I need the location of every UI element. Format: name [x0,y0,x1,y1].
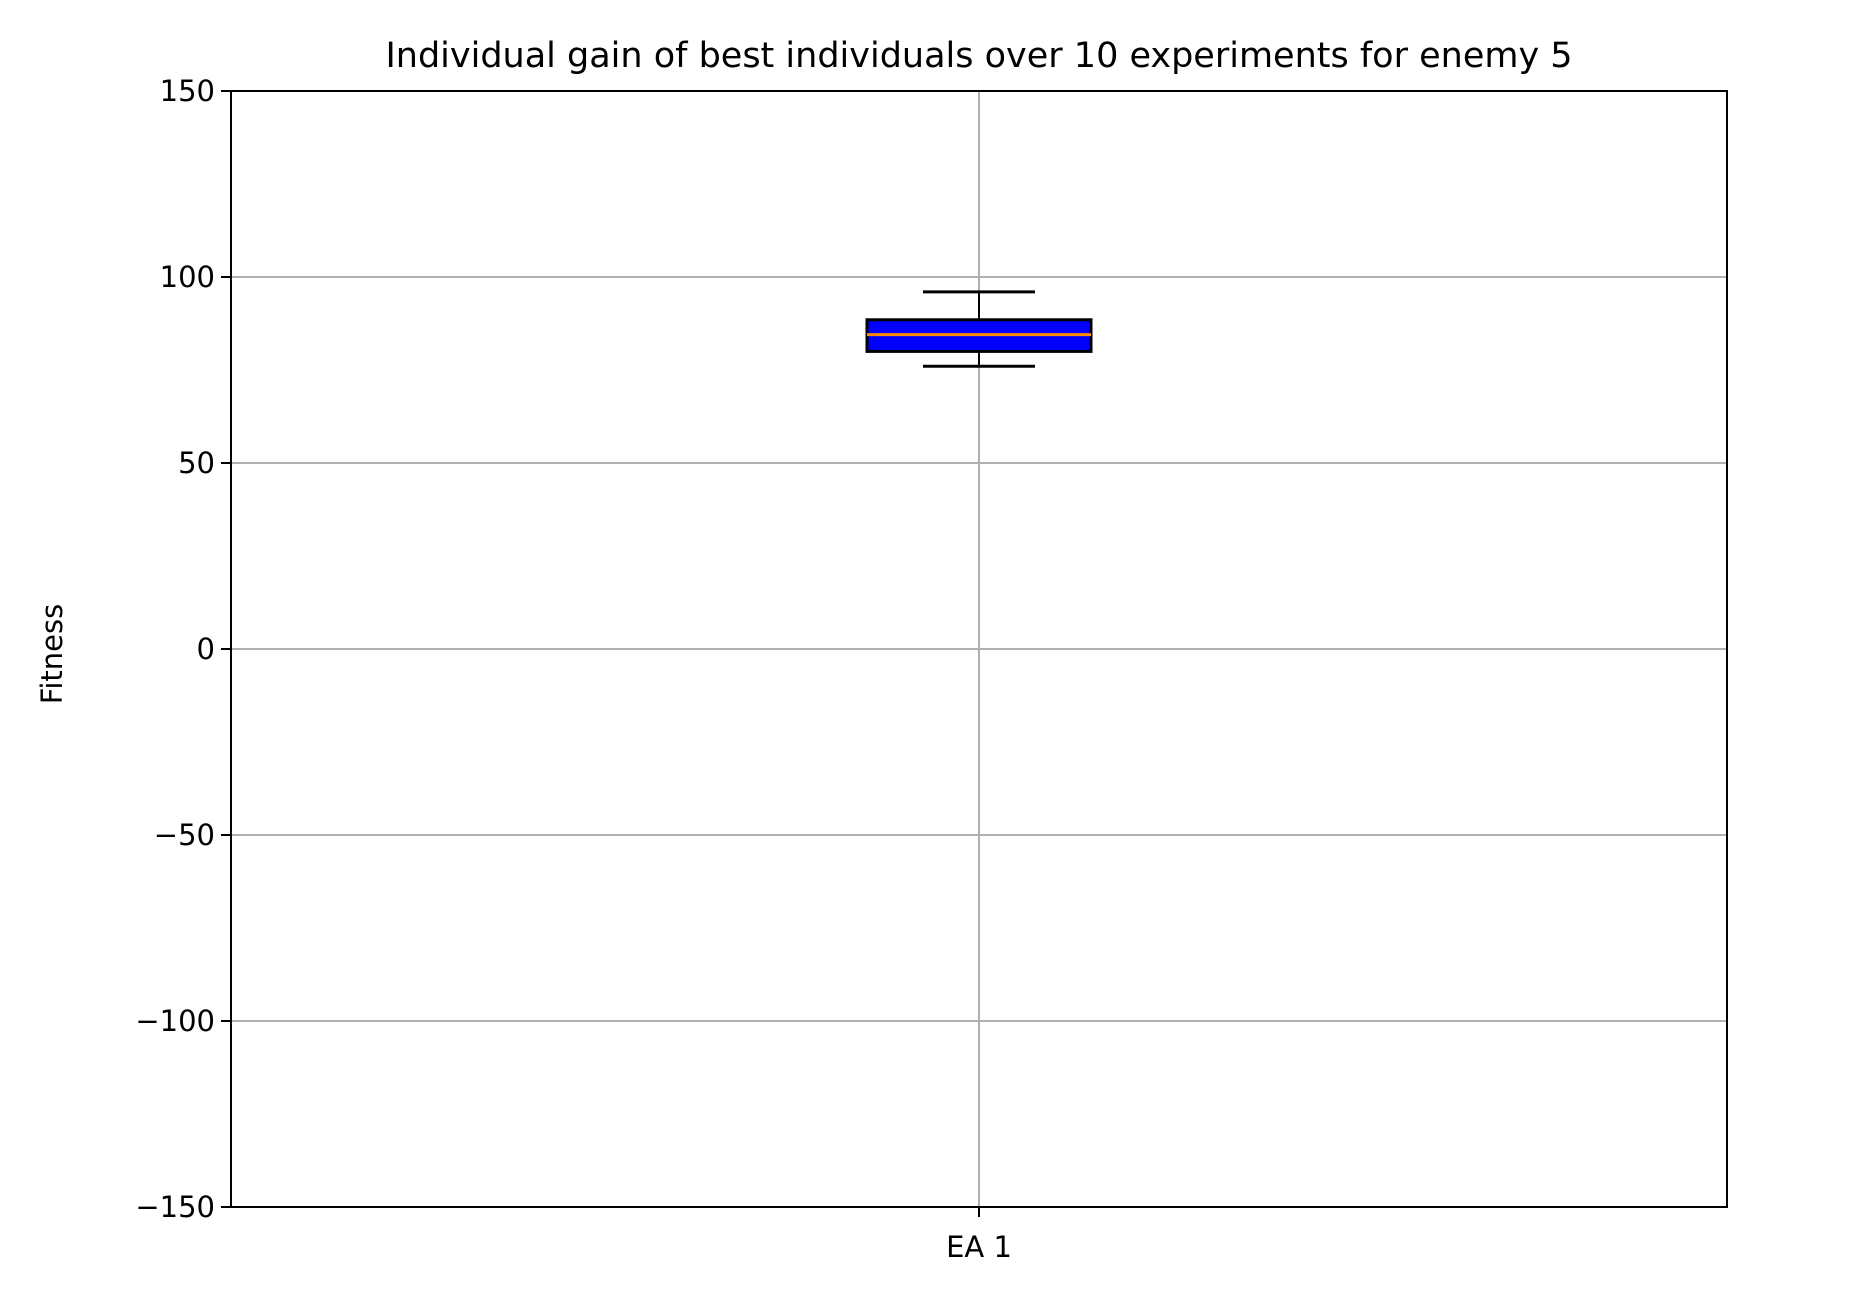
y-tick-label: 100 [160,260,215,294]
y-tick-label: −150 [135,1190,215,1224]
y-tick-label: 150 [160,74,215,108]
y-tick-label: −50 [154,818,215,852]
y-tick-label: −100 [135,1004,215,1038]
y-axis-label: Fitness [35,604,69,704]
y-axis-ticks: −150 −100 −50 0 50 100 150 [135,74,231,1224]
boxplots [865,290,1093,368]
x-axis-ticks: EA 1 [946,1207,1012,1264]
x-tick-label: EA 1 [946,1230,1012,1264]
y-tick-label: 0 [197,632,215,666]
chart-title: Individual gain of best individuals over… [385,36,1572,76]
y-tick-label: 50 [178,446,215,480]
